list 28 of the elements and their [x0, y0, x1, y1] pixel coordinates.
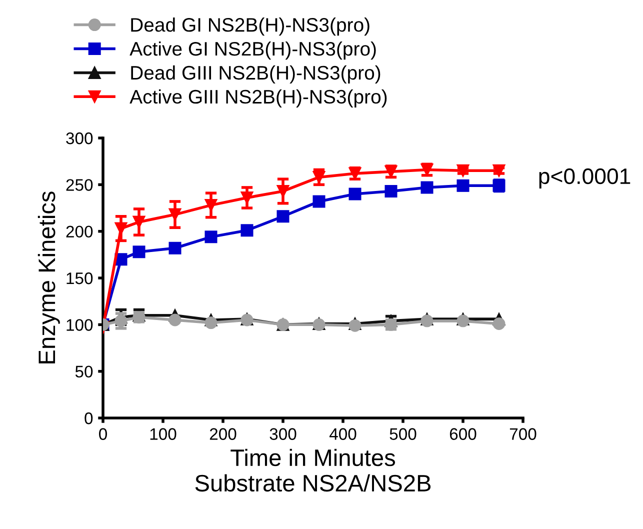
point [492, 317, 506, 330]
point [456, 314, 470, 328]
x-tick-label: 100 [150, 428, 176, 440]
y-tick-label: 150 [66, 272, 93, 284]
annotation: p<0.0001 [539, 168, 630, 188]
point [168, 314, 182, 326]
legend-label: Dead GI NS2B(H)-NS3(pro) [131, 18, 370, 36]
x-tick-label: 0 [99, 428, 107, 440]
x-tick-label: 300 [270, 428, 296, 440]
y-tick-label: 300 [66, 132, 93, 144]
y-tick-label: 200 [66, 226, 93, 238]
point [348, 319, 362, 332]
y-tick-label: 250 [66, 179, 93, 191]
x-tick-label: 200 [210, 428, 236, 440]
y-tick-label: 100 [66, 319, 93, 331]
x-tick-label: 600 [450, 428, 476, 440]
legend-label: Active GI NS2B(H)-NS3(pro) [130, 41, 376, 60]
y-axis-title: Enzyme Kinetics [38, 192, 60, 364]
y-tick-label: 0 [84, 412, 93, 424]
legend-label: Dead GIII NS2B(H)-NS3(pro) [131, 65, 380, 84]
point [204, 316, 218, 330]
x-tick-label: 400 [329, 428, 356, 440]
x-tick-label: 700 [510, 428, 536, 440]
y-tick-label: 50 [75, 366, 93, 378]
x-axis-title: Time in Minutes Substrate NS2A/NS2B [195, 448, 431, 492]
x-tick-label: 500 [390, 428, 416, 440]
legend-label: Active GIII NS2B(H)-NS3(pro) [130, 89, 387, 108]
point [420, 314, 434, 328]
